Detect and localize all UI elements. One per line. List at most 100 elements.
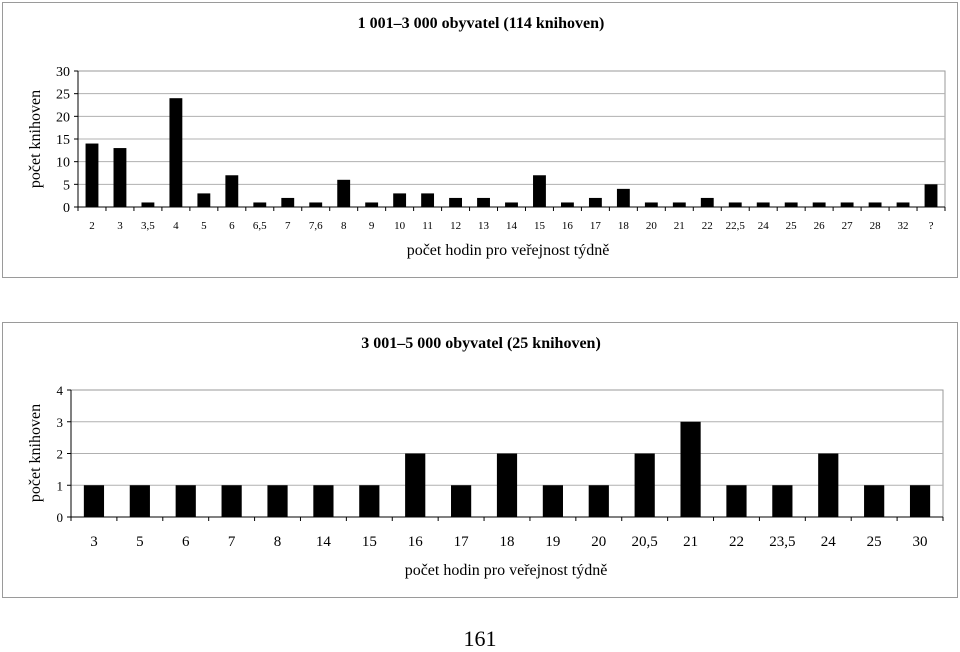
chart-2-bar — [772, 485, 793, 517]
chart-2-y-tick-label: 1 — [57, 478, 64, 493]
chart-1-bar — [784, 202, 798, 207]
chart-1-bar — [421, 193, 435, 207]
chart-panel-1: 1 001–3 000 obyvatel (114 knihoven) poče… — [2, 2, 958, 278]
chart-2-y-tick-label: 3 — [57, 415, 64, 430]
chart-1-y-tick-label: 25 — [56, 88, 70, 103]
chart-1-y-tick-label: 5 — [63, 178, 70, 193]
chart-2-x-tick-label: 19 — [545, 534, 560, 550]
chart-1-bar — [337, 179, 351, 207]
chart-1-x-tick-label: 18 — [618, 220, 630, 232]
chart-2-y-tick-label: 0 — [57, 510, 64, 525]
chart-1-bar — [281, 197, 295, 207]
chart-1-bar — [588, 197, 602, 207]
chart-2-bar — [588, 485, 609, 517]
chart-panel-2: 3 001–5 000 obyvatel (25 knihoven) počet… — [2, 322, 958, 598]
chart-1-y-tick-label: 20 — [56, 110, 70, 125]
chart-1-bar — [309, 202, 323, 207]
chart-2-y-tick-label: 2 — [57, 447, 64, 462]
chart-1-bar — [561, 202, 574, 207]
chart-2-bar — [818, 453, 839, 517]
chart-1-x-tick-label: 12 — [450, 220, 461, 232]
chart-1-x-tick-label: 24 — [758, 220, 770, 232]
chart-1-x-tick-label: 5 — [201, 220, 207, 232]
chart-1-bar — [393, 193, 407, 207]
chart-1-x-tick-label: 7 — [285, 220, 291, 232]
chart-2-x-tick-label: 16 — [408, 534, 424, 550]
chart-2-bar — [267, 485, 288, 517]
chart-1: 1 001–3 000 obyvatel (114 knihoven) poče… — [27, 15, 946, 259]
chart-2-bar — [129, 485, 150, 517]
chart-1-y-tick-label: 0 — [63, 201, 70, 216]
chart-2-bar — [909, 485, 931, 517]
chart-2-x-tick-label: 6 — [182, 534, 190, 550]
chart-1-x-tick-label: 26 — [814, 220, 826, 232]
chart-2-y-tick-label: 4 — [57, 383, 64, 398]
chart-1-bar — [477, 197, 490, 207]
chart-1-x-tick-label: 14 — [506, 220, 518, 232]
chart-1-title: 1 001–3 000 obyvatel (114 knihoven) — [358, 15, 605, 32]
chart-1-x-tick-label: 6 — [229, 220, 235, 232]
chart-1-bar — [449, 197, 462, 207]
chart-2-bar — [175, 485, 196, 517]
chart-1-x-tick-label: 3,5 — [141, 220, 155, 232]
chart-1-bar — [700, 197, 714, 207]
chart-1-bar — [113, 148, 127, 207]
chart-1-y-tick-label: 15 — [56, 133, 70, 148]
chart-1-x-tick-label: 3 — [117, 220, 123, 232]
chart-2-x-tick-label: 8 — [274, 534, 282, 550]
chart-2-x-tick-label: 5 — [136, 534, 144, 550]
chart-2-x-tick-label: 15 — [362, 534, 377, 550]
chart-2-bar — [83, 485, 105, 517]
chart-1-x-tick-label: 2 — [89, 220, 95, 232]
chart-1-x-tick-label: 27 — [842, 220, 854, 232]
chart-2-xlabel: počet hodin pro veřejnost týdně — [405, 562, 608, 579]
chart-1-x-tick-label: 25 — [786, 220, 798, 232]
chart-1-bar — [533, 175, 546, 207]
chart-2-x-tick-label: 25 — [867, 534, 882, 550]
chart-1-bar — [728, 202, 742, 207]
chart-1-bar — [644, 202, 658, 207]
chart-1-x-tick-label: 17 — [590, 220, 602, 232]
chart-1-x-tick-label: 20 — [646, 220, 658, 232]
chart-2-x-tick-label: 20,5 — [632, 534, 658, 550]
chart-1-bar — [868, 202, 882, 207]
chart-1-x-tick-label: 32 — [898, 220, 909, 232]
chart-2-x-tick-label: 21 — [683, 534, 698, 550]
chart-1-x-tick-label: 21 — [674, 220, 685, 232]
chart-1-bar — [505, 202, 518, 207]
chart-1-x-tick-label: 11 — [422, 220, 433, 232]
chart-1-bar — [197, 193, 211, 207]
chart-2-x-tick-label: 14 — [316, 534, 332, 550]
chart-1-bar — [365, 202, 379, 207]
chart-2-bar — [221, 485, 242, 517]
page-number: 161 — [463, 626, 497, 651]
chart-1-bar — [253, 202, 267, 207]
chart-1-bar — [756, 202, 770, 207]
chart-1-y-tick-label: 10 — [56, 156, 70, 171]
chart-2-ylabel: počet knihoven — [27, 404, 44, 502]
chart-1-x-tick-label: 16 — [562, 220, 574, 232]
chart-2-bar — [405, 453, 426, 517]
chart-1-x-tick-label: 6,5 — [253, 220, 267, 232]
chart-1-bar — [812, 202, 826, 207]
chart-2-x-tick-label: 3 — [90, 534, 98, 550]
chart-1-x-tick-label: ? — [929, 220, 934, 232]
chart-1-x-tick-label: 13 — [478, 220, 490, 232]
chart-2-x-tick-label: 20 — [591, 534, 606, 550]
chart-2-x-tick-label: 17 — [454, 534, 470, 550]
chart-2-x-tick-label: 22 — [729, 534, 744, 550]
chart-1-x-tick-label: 15 — [534, 220, 546, 232]
chart-1-y-tick-label: 30 — [56, 65, 70, 80]
chart-2-bar — [359, 485, 380, 517]
chart-2-x-tick-label: 24 — [821, 534, 837, 550]
chart-2-x-tick-label: 18 — [500, 534, 515, 550]
chart-2: 3 001–5 000 obyvatel (25 knihoven) počet… — [27, 335, 944, 579]
chart-2-bar — [864, 485, 885, 517]
chart-2-title: 3 001–5 000 obyvatel (25 knihoven) — [361, 335, 601, 352]
chart-1-bar — [169, 98, 183, 207]
chart-2-bar — [496, 453, 518, 517]
chart-2-x-tick-label: 7 — [228, 534, 236, 550]
chart-1-bar — [85, 143, 99, 207]
chart-1-x-tick-label: 22 — [702, 220, 713, 232]
chart-1-bar — [896, 202, 910, 207]
